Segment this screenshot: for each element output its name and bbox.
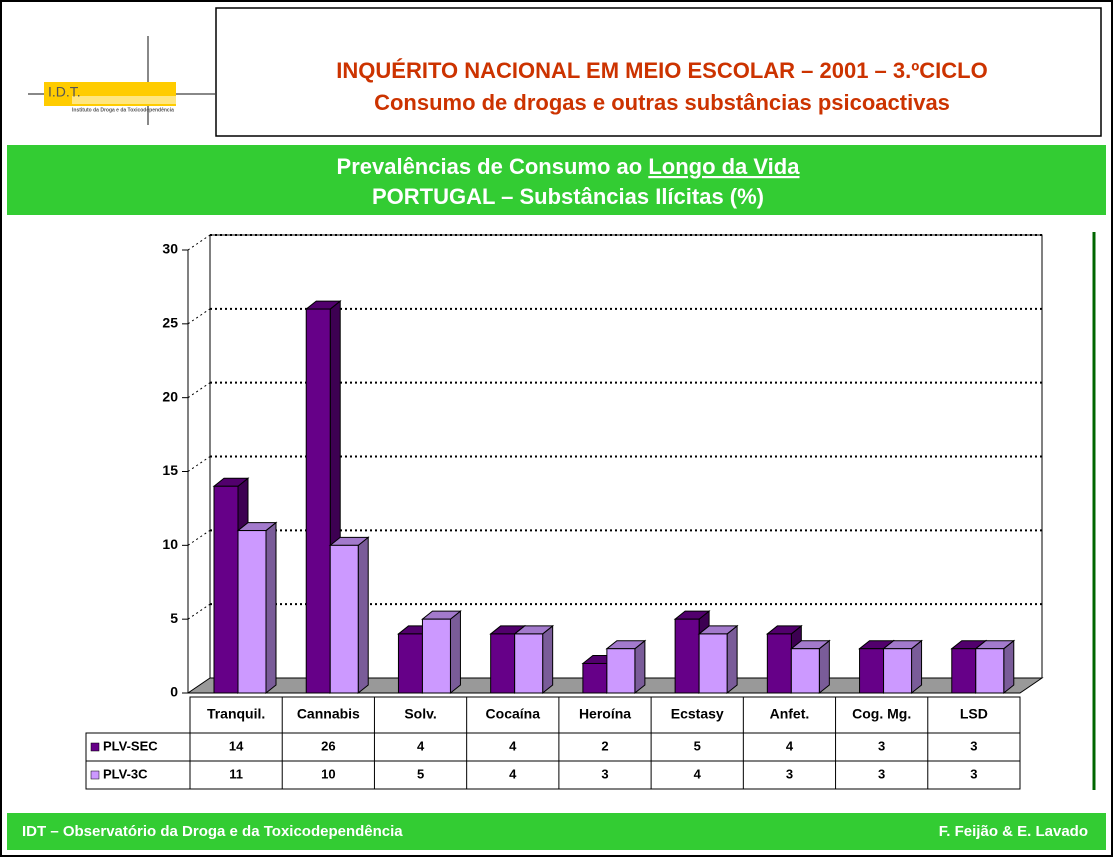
table-value: 3: [878, 766, 885, 781]
y-tick-label: 25: [162, 315, 178, 331]
table-value: 5: [694, 738, 701, 753]
bar: [789, 639, 831, 695]
table-value: 3: [601, 766, 608, 781]
table-value: 4: [417, 738, 425, 753]
table-value: 4: [509, 738, 517, 753]
x-tick-label: LSD: [960, 706, 988, 722]
y-tick-label: 5: [170, 610, 178, 626]
footer-band: [7, 813, 1106, 850]
bar: [513, 624, 555, 695]
table-value: 11: [229, 766, 243, 781]
table-value: 4: [509, 766, 517, 781]
table-value: 2: [601, 738, 608, 753]
table-value: 3: [970, 738, 977, 753]
x-tick-label: Anfet.: [770, 706, 810, 722]
bar: [697, 624, 739, 695]
legend-label: PLV-3C: [103, 766, 148, 781]
y-tick-label: 30: [162, 241, 178, 257]
header-box: [215, 7, 1102, 137]
bar-front: [213, 485, 239, 694]
bar-side: [357, 536, 369, 695]
bar-front: [421, 618, 451, 694]
x-tick-label: Cog. Mg.: [852, 706, 911, 722]
bar-front: [237, 530, 267, 694]
x-tick-label: Tranquil.: [207, 706, 265, 722]
bar-front: [329, 544, 359, 694]
bar-side: [911, 639, 923, 695]
bar: [236, 521, 278, 695]
legend-label: PLV-SEC: [103, 738, 158, 753]
bar: [421, 610, 462, 695]
footer-right: F. Feijão & E. Lavado: [939, 823, 1088, 840]
bar-front: [490, 633, 516, 694]
bar-front: [951, 648, 977, 694]
bar: [950, 639, 988, 695]
table-value: 10: [321, 766, 335, 781]
x-tick-label: Cocaína: [486, 706, 541, 722]
y-tick-label: 10: [162, 536, 178, 552]
bar-side: [265, 521, 277, 695]
header-subtitle: Consumo de drogas e outras substâncias p…: [374, 90, 950, 115]
chart-title-part: Prevalências de Consumo ao: [337, 154, 643, 179]
table-value: 14: [229, 738, 244, 753]
logo-bar: [72, 96, 222, 104]
bar: [605, 639, 647, 695]
bar-front: [674, 618, 700, 694]
bar-side: [542, 624, 554, 695]
bar: [328, 536, 370, 695]
x-tick-label: Solv.: [404, 706, 436, 722]
table-value: 4: [694, 766, 702, 781]
legend-swatch: [90, 770, 100, 780]
table-value: 26: [321, 738, 335, 753]
logo-name: I.D.T.: [48, 84, 81, 100]
chart-title-part: Longo da Vida: [648, 154, 800, 179]
bar-side: [634, 639, 646, 695]
x-tick-label: Ecstasy: [671, 706, 724, 722]
bar-front: [514, 633, 544, 694]
y-tick-label: 15: [162, 462, 178, 478]
table-value: 3: [878, 738, 885, 753]
legend-swatch: [90, 742, 100, 752]
bar-front: [859, 648, 885, 694]
x-tick-label: Heroína: [579, 706, 631, 722]
bar-front: [305, 308, 331, 694]
bar-side: [449, 610, 461, 695]
bar-side: [1003, 639, 1015, 695]
bar: [882, 639, 923, 695]
logo: I.D.T. Instituto da Droga e da Toxicodep…: [28, 36, 222, 125]
y-tick-label: 20: [162, 388, 178, 404]
bar-side: [726, 624, 738, 695]
bar-front: [397, 633, 423, 694]
bar-front: [606, 648, 636, 694]
table-value: 4: [786, 738, 794, 753]
table-frame: [189, 696, 1021, 790]
x-tick-label: Cannabis: [297, 706, 360, 722]
chart-title: Prevalências de Consumo ao Longo da Vida: [337, 154, 801, 179]
bar-front: [790, 648, 820, 694]
bar-front: [883, 648, 913, 694]
logo-full-name: Instituto da Droga e da Toxicodependênci…: [72, 107, 174, 113]
y-tick-label: 0: [170, 684, 178, 700]
chart: 051015202530Tranquil.1411Cannabis2610Sol…: [85, 234, 1044, 790]
table-value: 5: [417, 766, 424, 781]
bar-front: [698, 633, 728, 694]
bar-front: [766, 633, 792, 694]
bar-front: [582, 662, 608, 694]
bar: [974, 639, 1016, 695]
header-title: INQUÉRITO NACIONAL EM MEIO ESCOLAR – 200…: [336, 58, 987, 83]
table-value: 3: [786, 766, 793, 781]
title-band: [7, 145, 1106, 215]
footer-left: IDT – Observatório da Droga e da Toxicod…: [22, 823, 403, 840]
bar-front: [975, 648, 1005, 694]
table-value: 3: [970, 766, 977, 781]
chart-subtitle: PORTUGAL – Substâncias Ilícitas (%): [372, 184, 764, 209]
bar-side: [818, 639, 830, 695]
